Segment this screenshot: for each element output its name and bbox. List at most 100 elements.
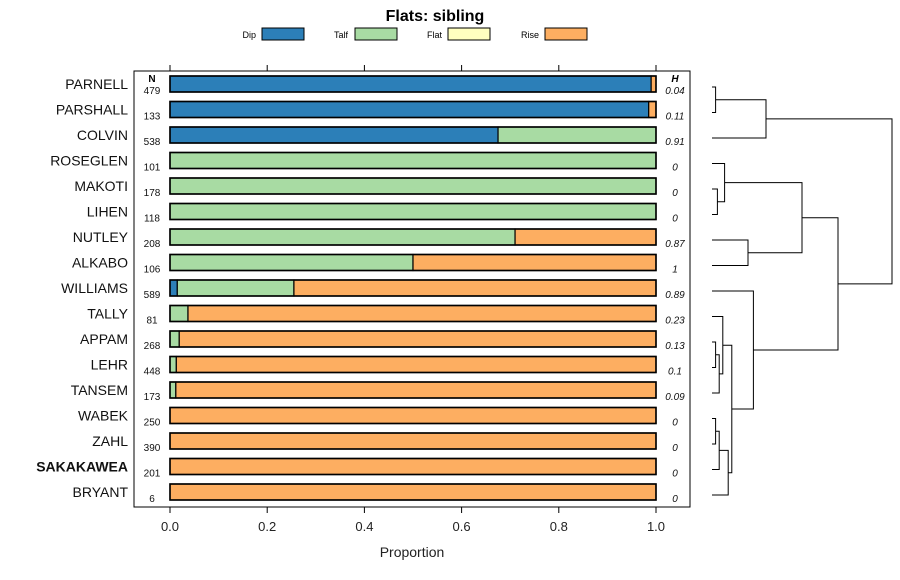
n-value: 173	[144, 392, 161, 403]
legend-label-dip: Dip	[242, 30, 256, 40]
h-value: 0.09	[665, 392, 685, 403]
bar-segment-rise	[175, 381, 657, 399]
x-tick-label: 0.6	[453, 519, 471, 534]
dendrogram-branch	[712, 418, 717, 445]
h-value: 0.13	[665, 341, 685, 352]
category-label: BRYANT	[73, 484, 129, 500]
legend-swatch-flat	[447, 27, 491, 41]
x-axis-label: Proportion	[380, 544, 445, 560]
bar-segment-rise	[293, 279, 657, 297]
category-label: TANSEM	[71, 382, 128, 398]
bar-outline	[169, 100, 657, 119]
dendrogram-branch	[712, 86, 717, 113]
n-value: 101	[144, 163, 161, 174]
legend-swatch-dip	[261, 27, 305, 41]
bar-segment-dip	[169, 100, 650, 119]
n-value: 250	[144, 418, 161, 429]
dendrogram-branch	[722, 344, 733, 474]
bar-segment-rise	[175, 355, 657, 374]
dendrogram-branch	[724, 182, 803, 254]
bar-outline	[169, 304, 657, 323]
legend-label-talf: Talf	[334, 30, 349, 40]
bar-segment-dip	[169, 126, 499, 144]
bar-outline	[169, 253, 657, 272]
bar-outline	[169, 279, 657, 297]
dendrogram-branch	[753, 217, 839, 351]
dendrogram-branch	[712, 316, 724, 375]
bar-segment-talf	[169, 330, 180, 348]
dendrogram-branch	[712, 341, 717, 368]
n-value: 133	[144, 112, 161, 123]
bar-outline	[169, 151, 657, 170]
legend-swatch-rise	[544, 27, 588, 41]
bar-segment-rise	[187, 304, 657, 323]
x-tick-label: 0.0	[161, 519, 179, 534]
category-label: PARNELL	[65, 76, 128, 92]
plot-frame	[133, 70, 691, 508]
dendrogram-branch	[712, 290, 754, 410]
bar-outline	[169, 330, 657, 348]
h-value: 0.23	[665, 316, 685, 327]
bar-segment-dip	[169, 75, 652, 93]
x-tick-label: 0.4	[355, 519, 373, 534]
n-value: 448	[144, 367, 161, 378]
h-value: 0	[672, 214, 678, 225]
bar-segment-rise	[412, 253, 657, 272]
bar-outline	[169, 228, 657, 246]
n-value: 208	[144, 239, 161, 250]
legend-label-rise: Rise	[521, 30, 539, 40]
bar-segment-talf	[169, 177, 657, 195]
n-value: 6	[149, 494, 155, 505]
n-value: 178	[144, 188, 161, 199]
h-value: 0	[672, 188, 678, 199]
bar-outline	[169, 406, 657, 425]
h-value: 0	[672, 469, 678, 480]
bar-segment-talf	[497, 126, 657, 144]
n-value: 589	[144, 290, 161, 301]
dendrogram-branch	[766, 118, 893, 285]
x-tick-label: 1.0	[647, 519, 665, 534]
bar-outline	[169, 432, 657, 450]
legend: Dip Talf Flat Rise	[242, 27, 588, 41]
n-value: 201	[144, 469, 161, 480]
bar-outline	[169, 75, 657, 93]
category-label: ALKABO	[72, 255, 128, 271]
n-value: 81	[146, 316, 158, 327]
x-axis: 0.0 0.2 0.4 0.6 0.8 1.0	[161, 65, 665, 534]
category-label: APPAM	[80, 331, 128, 347]
x-tick-label: 0.2	[258, 519, 276, 534]
dendrogram-branch	[712, 99, 767, 139]
bar-segment-talf	[169, 355, 177, 374]
category-label: MAKOTI	[74, 178, 128, 194]
bar-outline	[169, 483, 657, 501]
bar-segment-rise	[169, 406, 657, 425]
n-value: 479	[144, 86, 161, 97]
bar-segment-rise	[169, 457, 657, 476]
category-label: SAKAKAWEA	[36, 459, 128, 475]
x-tick-label: 0.8	[550, 519, 568, 534]
legend-label-flat: Flat	[427, 30, 443, 40]
h-value: 0	[672, 494, 678, 505]
bar-outline	[169, 177, 657, 195]
n-value: 268	[144, 341, 161, 352]
category-label: WABEK	[78, 408, 129, 424]
category-label: PARSHALL	[56, 102, 128, 118]
category-label: COLVIN	[77, 127, 128, 143]
h-value: 0	[672, 418, 678, 429]
h-value: 0.89	[665, 290, 685, 301]
h-value: 0.11	[666, 112, 685, 123]
bar-segment-talf	[176, 279, 295, 297]
dendrogram	[712, 86, 893, 496]
bars	[169, 75, 657, 501]
bar-segment-rise	[514, 228, 657, 246]
dendrogram-branch	[712, 239, 749, 266]
category-label: ZAHL	[92, 433, 128, 449]
category-label: NUTLEY	[73, 229, 129, 245]
bar-segment-rise	[169, 483, 657, 501]
category-label: TALLY	[87, 306, 128, 322]
dendrogram-branch	[712, 163, 726, 203]
dendrogram-branch	[712, 449, 729, 496]
bar-segment-talf	[169, 253, 414, 272]
